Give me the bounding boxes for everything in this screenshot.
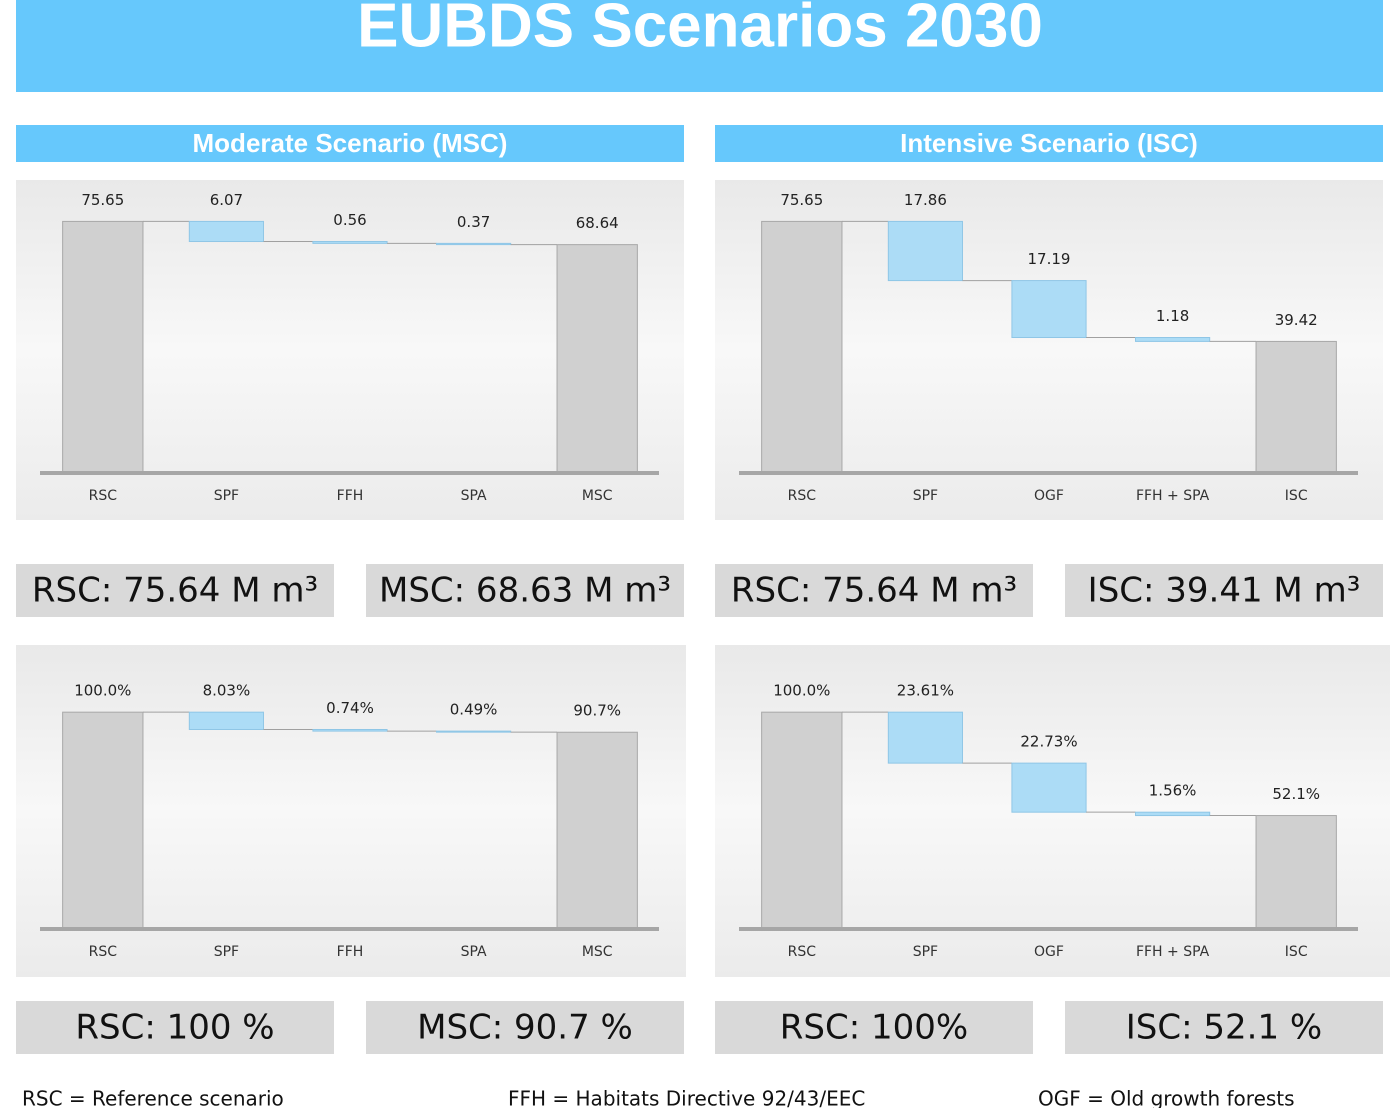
section-header: Moderate Scenario (MSC): [193, 128, 508, 158]
stat-text: MSC: 68.63 M m³: [379, 571, 671, 611]
bar: [887, 220, 963, 282]
x-tick-label: FFH: [337, 488, 364, 504]
x-tick-label: FFH + SPA: [1136, 488, 1210, 504]
stat-box: [715, 564, 1033, 617]
value-label: 68.64: [576, 214, 619, 232]
value-label: 75.65: [81, 191, 124, 209]
value-label: 6.07: [210, 191, 243, 209]
x-tick-label: FFH + SPA: [1136, 944, 1210, 960]
stat-text: RSC: 100 %: [75, 1008, 274, 1048]
stat-box: [1065, 1001, 1383, 1054]
bar: [1135, 811, 1211, 817]
value-label: 52.1%: [1272, 785, 1320, 803]
bar: [62, 220, 144, 473]
value-label: 0.74%: [326, 699, 374, 717]
bar: [312, 241, 388, 244]
value-label: 100.0%: [74, 682, 131, 700]
bar: [188, 220, 264, 243]
x-tick-label: SPF: [913, 488, 938, 504]
bar: [556, 244, 638, 473]
value-label: 0.56: [333, 211, 366, 229]
x-tick-label: OGF: [1034, 488, 1064, 504]
bar: [1135, 337, 1211, 342]
footnote: OGF = Old growth forests: [1038, 1087, 1295, 1108]
bar: [1255, 815, 1337, 929]
stat-box: [16, 564, 334, 617]
bar: [62, 711, 144, 929]
bar: [312, 728, 388, 732]
value-label: 90.7%: [573, 702, 621, 720]
stat-text: RSC: 75.64 M m³: [731, 571, 1017, 611]
value-label: 1.56%: [1149, 782, 1197, 800]
bar: [1255, 340, 1337, 473]
stat-box: [1065, 564, 1383, 617]
x-tick-label: FFH: [337, 944, 364, 960]
bar: [188, 711, 264, 730]
x-tick-label: ISC: [1285, 944, 1308, 960]
section-header: Intensive Scenario (ISC): [900, 128, 1198, 158]
x-tick-label: MSC: [582, 944, 613, 960]
bar: [556, 731, 638, 929]
value-label: 0.37: [457, 213, 490, 231]
footnote: RSC = Reference scenario: [22, 1087, 284, 1108]
value-label: 8.03%: [203, 682, 251, 700]
x-tick-label: SPA: [461, 488, 487, 504]
x-tick-label: RSC: [788, 944, 817, 960]
section-header-bg: [715, 125, 1383, 162]
x-tick-label: SPA: [461, 944, 487, 960]
x-tick-label: MSC: [582, 488, 613, 504]
title-bar: [16, 0, 1383, 92]
bar: [1011, 280, 1087, 339]
stat-text: ISC: 52.1 %: [1126, 1008, 1322, 1048]
stat-text: RSC: 100%: [780, 1008, 968, 1048]
page-title: EUBDS Scenarios 2030: [357, 0, 1043, 60]
bar: [436, 730, 512, 733]
value-label: 1.18: [1156, 307, 1189, 325]
value-label: 0.49%: [450, 701, 498, 719]
x-tick-label: SPF: [913, 944, 938, 960]
x-tick-label: ISC: [1285, 488, 1308, 504]
stat-box: [366, 1001, 684, 1054]
x-tick-label: RSC: [89, 488, 118, 504]
x-tick-label: OGF: [1034, 944, 1064, 960]
value-label: 22.73%: [1020, 733, 1077, 751]
stat-box: [16, 1001, 334, 1054]
x-tick-label: RSC: [788, 488, 817, 504]
stat-text: ISC: 39.41 M m³: [1088, 571, 1361, 611]
x-tick-label: SPF: [214, 944, 239, 960]
bar: [1011, 762, 1087, 813]
bar: [761, 711, 843, 929]
footnote: FFH = Habitats Directive 92/43/EEC: [508, 1087, 865, 1108]
stat-text: RSC: 75.64 M m³: [32, 571, 318, 611]
value-label: 17.19: [1028, 250, 1071, 268]
stat-box: [366, 564, 684, 617]
bar: [436, 242, 512, 246]
bar: [887, 711, 963, 764]
stat-text: MSC: 90.7 %: [417, 1008, 633, 1048]
value-label: 100.0%: [773, 682, 830, 700]
value-label: 23.61%: [897, 682, 954, 700]
value-label: 17.86: [904, 191, 947, 209]
value-label: 39.42: [1275, 311, 1318, 329]
bar: [761, 220, 843, 473]
stat-box: [715, 1001, 1033, 1054]
x-tick-label: RSC: [89, 944, 118, 960]
section-header-bg: [16, 125, 684, 162]
value-label: 75.65: [780, 191, 823, 209]
x-tick-label: SPF: [214, 488, 239, 504]
